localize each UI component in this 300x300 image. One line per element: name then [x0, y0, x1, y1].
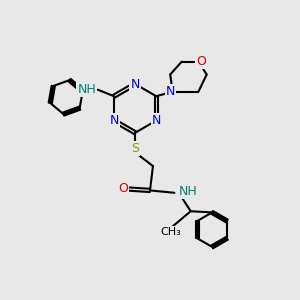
Text: N: N	[166, 85, 175, 98]
Text: S: S	[131, 142, 139, 155]
Text: CH₃: CH₃	[160, 227, 181, 237]
Text: N: N	[109, 114, 119, 127]
Text: N: N	[130, 77, 140, 91]
Text: NH: NH	[178, 185, 197, 198]
Text: O: O	[196, 55, 206, 68]
Text: N: N	[152, 114, 161, 127]
Text: O: O	[118, 182, 128, 195]
Text: NH: NH	[77, 82, 96, 96]
